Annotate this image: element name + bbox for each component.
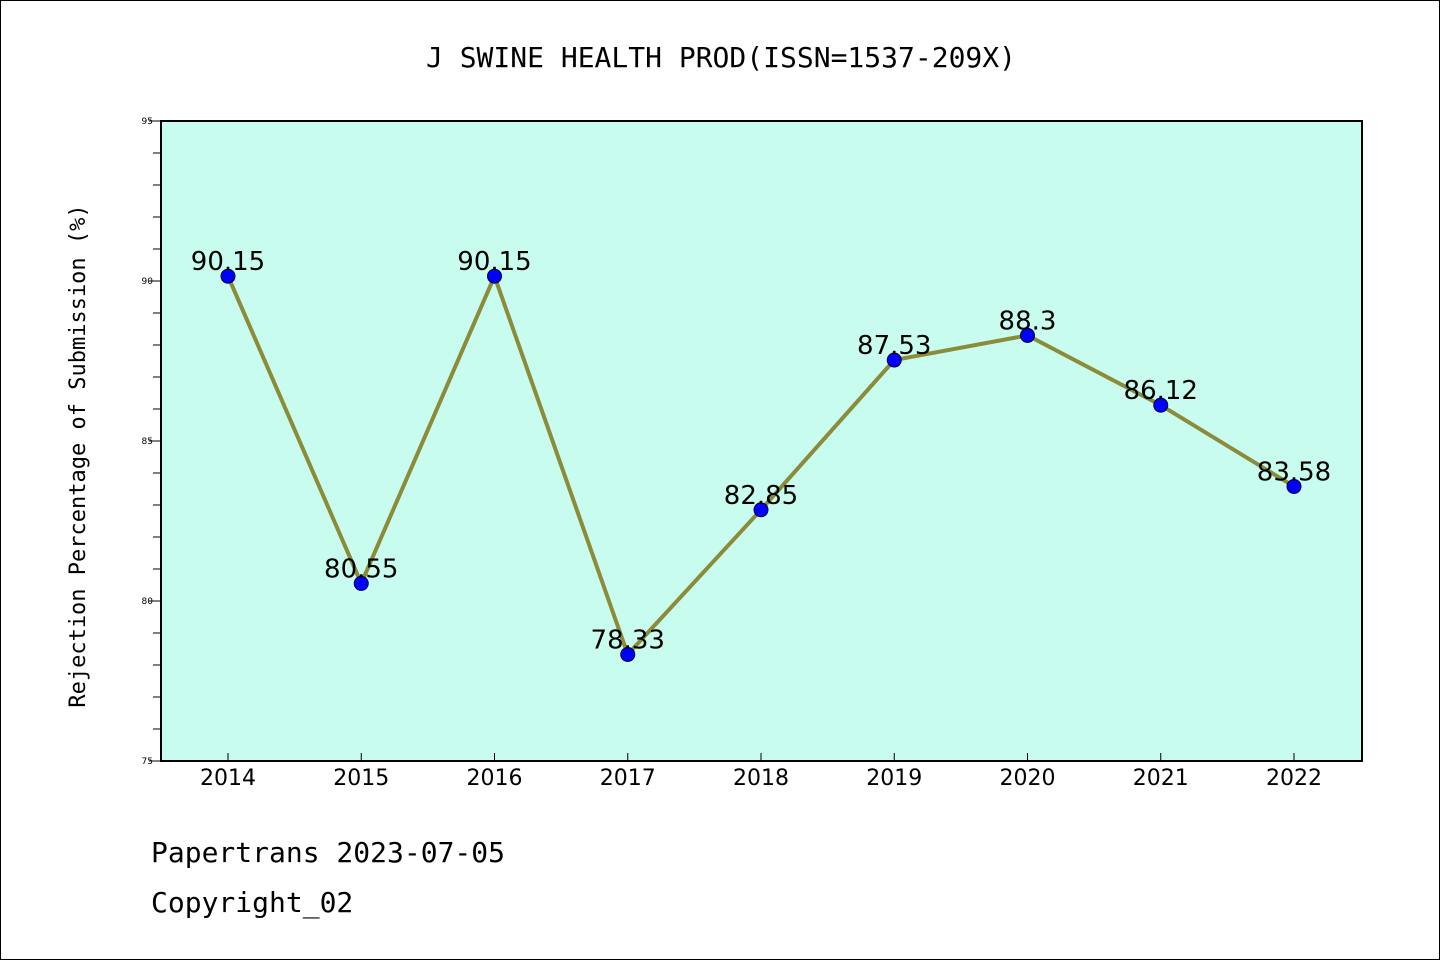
x-tick-label: 2019 [866,766,922,791]
data-point [620,646,636,662]
x-axis: 2014 2015 2016 2017 2018 2019 2020 2021 2022 [200,753,1322,791]
x-tick-label: 2018 [733,766,789,791]
data-label: 88.3 [999,306,1057,336]
x-tick-label: 2022 [1266,766,1322,791]
plot-area [161,121,1362,761]
data-label: 87.53 [857,331,931,361]
data-label: 80.55 [324,554,398,584]
data-point [487,268,502,284]
data-point [1153,397,1169,413]
footer-date: Papertrans 2023-07-05 [151,836,506,869]
x-tick-label: 2021 [1133,766,1189,791]
data-label: 78.33 [591,625,665,655]
plot-border [160,120,1363,762]
data-label: 82.85 [724,481,798,511]
x-tick-label: 2017 [600,766,656,791]
data-label: 86.12 [1124,376,1198,406]
data-label: 90.15 [457,247,531,277]
series-layer: 90.15 80.55 90.15 78.33 82.85 87.53 88.3 86.12 8… [191,247,1331,662]
data-point [220,268,236,284]
data-point [353,575,369,591]
x-tick-label: 2015 [333,766,389,791]
data-label: 90.15 [191,247,265,277]
y-tick-label: 80 [142,597,154,607]
y-tick-label: 90 [142,277,154,287]
y-tick-label: 95 [142,117,153,127]
data-point [1286,478,1302,494]
x-tick-label: 2016 [467,766,523,791]
x-tick-label: 2014 [200,766,256,791]
chart-title: J SWINE HEALTH PROD(ISSN=1537-209X) [426,41,1016,74]
data-point [753,502,769,518]
data-point [886,352,902,368]
y-axis: 75 80 85 90 95 [142,117,161,767]
footer-copyright: Copyright_02 [151,886,354,919]
x-tick-label: 2020 [1000,766,1056,791]
y-tick-label: 85 [142,437,153,447]
data-point [1020,327,1035,343]
y-tick-label: 75 [142,757,153,767]
data-label: 83.58 [1257,457,1331,487]
y-axis-label: Rejection Percentage of Submission (%) [66,204,91,707]
